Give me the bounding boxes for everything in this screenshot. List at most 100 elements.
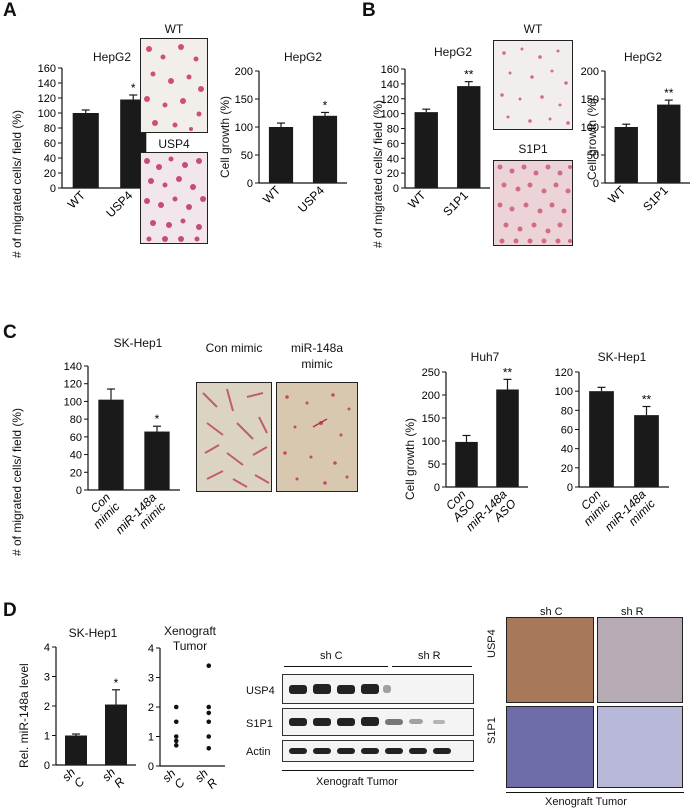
y-tick-label: 150: [581, 94, 599, 106]
bar: [144, 431, 170, 490]
chart-a2-title: HepG2: [283, 50, 323, 64]
bar: [72, 113, 99, 188]
panel-label-b: B: [362, 0, 376, 21]
micro-b-s1p1-image: [493, 160, 573, 246]
y-tick-label: 200: [422, 390, 440, 402]
panel-label-d: D: [3, 600, 17, 621]
ihc-s1p1-shr-image: [597, 706, 683, 788]
chart-c2-title: Huh7: [470, 350, 500, 364]
chart-d2-title-text: Xenograft Tumor: [163, 624, 217, 653]
y-tick-label: 80: [44, 123, 56, 135]
y-tick-label: 40: [561, 444, 573, 456]
y-tick-label: 140: [64, 361, 82, 373]
ihc-row-s1p1: S1P1: [486, 717, 498, 744]
micro-a-wt-image: [140, 38, 208, 133]
y-tick-label: 1: [44, 731, 50, 743]
y-tick-label: 0: [148, 761, 154, 773]
y-tick-label: 50: [587, 150, 599, 162]
y-tick-label: 0: [76, 485, 82, 497]
y-tick-label: 100: [381, 109, 399, 121]
micro-c-mir-label: miR-148a mimic: [290, 341, 344, 371]
y-tick-label: 40: [70, 450, 82, 462]
scatter-point: [173, 704, 179, 710]
scatter-point: [206, 719, 212, 725]
bar: [457, 86, 481, 188]
x-tick-label: shC: [160, 766, 188, 794]
y-tick-label: 0: [567, 482, 573, 494]
micro-c-con-image: [196, 382, 272, 492]
chart-d2-title: Xenograft Tumor: [150, 624, 230, 654]
y-tick-label: 60: [561, 425, 573, 437]
y-tick-label: 40: [387, 153, 399, 165]
blot-caption-line: [282, 770, 474, 771]
significance-label: **: [664, 86, 674, 100]
blot-bands-icon: [289, 748, 451, 754]
y-tick-label: 20: [561, 463, 573, 475]
chart-c3-title: SK-Hep1: [597, 350, 647, 364]
significance-label: *: [155, 412, 160, 426]
blot-row-actin-label: Actin: [246, 746, 271, 758]
y-tick-label: 200: [235, 66, 253, 78]
blot-bands-icon: [289, 684, 391, 694]
chart-b2-title: HepG2: [623, 50, 663, 64]
y-tick-label: 0: [434, 482, 440, 494]
blot-row-actin: [282, 740, 474, 762]
micro-b-s1p1-label: S1P1: [518, 142, 548, 156]
y-tick-label: 80: [387, 124, 399, 136]
ihc-caption: Xenograft Tumor: [545, 796, 627, 808]
y-tick-label: 100: [581, 122, 599, 134]
y-tick-label: 50: [428, 459, 440, 471]
bar: [634, 415, 659, 487]
micro-a-wt-label: WT: [164, 22, 184, 36]
stain-cells-icon: [497, 164, 572, 244]
stain-cells-icon: [500, 47, 570, 125]
significance-label: **: [503, 365, 513, 379]
scatter-point: [173, 743, 179, 748]
chart-c1-title: SK-Hep1: [113, 336, 163, 350]
y-tick-label: 100: [235, 122, 253, 134]
panel-label-c: C: [3, 322, 17, 343]
y-tick-label: 0: [593, 178, 599, 190]
scatter-point: [206, 734, 212, 739]
ihc-row-s1p1-text: S1P1: [486, 717, 498, 744]
bar: [657, 104, 681, 183]
blot-caption: Xenograft Tumor: [316, 776, 398, 788]
bar: [312, 115, 338, 183]
micro-a-usp4-image: [140, 152, 208, 244]
y-tick-label: 4: [44, 642, 50, 654]
ihc-row-usp4: USP4: [486, 629, 498, 658]
bar: [455, 441, 478, 487]
x-tick-label: shR: [192, 766, 220, 794]
significance-label: *: [323, 98, 328, 112]
bar: [105, 704, 127, 765]
bar: [65, 735, 87, 765]
stain-cells-icon: [144, 44, 204, 131]
y-tick-label: 80: [561, 405, 573, 417]
ihc-caption-line: [506, 792, 684, 793]
y-tick-label: 140: [381, 79, 399, 91]
y-tick-label: 60: [44, 138, 56, 150]
blot-group-shr: sh R: [418, 650, 441, 662]
y-tick-label: 150: [235, 94, 253, 106]
chart-d1-title: SK-Hep1: [68, 626, 118, 640]
micro-c-con-label: Con mimic: [205, 341, 263, 355]
significance-label: *: [114, 676, 119, 690]
y-tick-label: 60: [387, 138, 399, 150]
panel-label-a: A: [3, 0, 17, 21]
y-tick-label: 60: [70, 432, 82, 444]
y-tick-label: 3: [148, 673, 154, 685]
chart-a1-title: HepG2: [92, 50, 132, 64]
stain-cells-icon: [202, 388, 270, 488]
scatter-point: [206, 663, 212, 668]
ihc-s1p1-shc-image: [506, 706, 594, 788]
y-tick-label: 100: [64, 396, 82, 408]
y-tick-label: 0: [247, 178, 253, 190]
scatter-point: [206, 710, 212, 716]
bar: [268, 127, 294, 183]
